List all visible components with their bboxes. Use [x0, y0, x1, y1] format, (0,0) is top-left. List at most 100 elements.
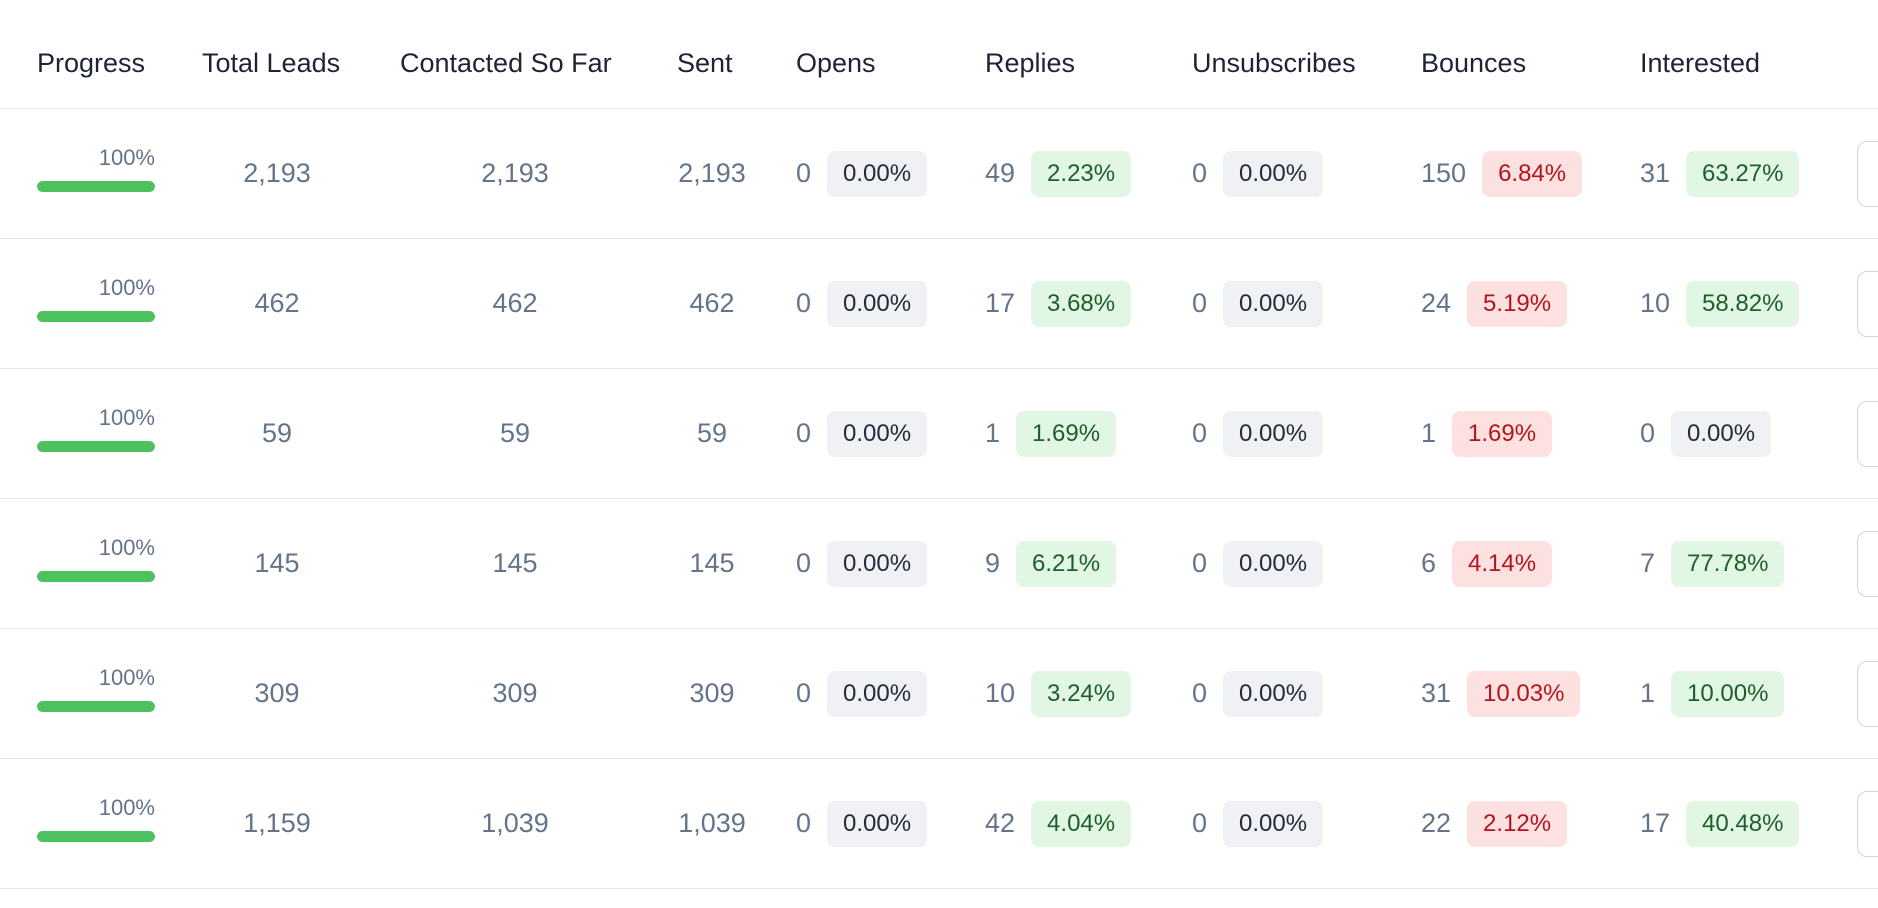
progress-bar-fill [37, 181, 155, 192]
interested-rate-badge: 58.82% [1686, 280, 1800, 327]
row-action-button[interactable] [1857, 141, 1878, 207]
replies-cell: 10 3.24% [985, 629, 1132, 758]
replies-count: 1 [985, 418, 1001, 448]
interested-cell: 17 40.48% [1640, 759, 1800, 888]
progress-bar-fill [37, 311, 155, 322]
progress-track [37, 441, 155, 452]
unsubscribes-count: 0 [1192, 158, 1208, 188]
unsubscribes-cell: 0 0.00% [1192, 239, 1324, 368]
progress-label: 100% [98, 665, 155, 690]
row-action-button[interactable] [1857, 271, 1878, 337]
interested-rate-badge: 0.00% [1671, 410, 1772, 457]
progress-label: 100% [98, 405, 155, 430]
header-progress[interactable]: Progress [37, 48, 146, 78]
campaign-stats-table: Progress Total Leads Contacted So Far Se… [0, 48, 1878, 889]
contacted-value: 59 [499, 418, 531, 448]
interested-count: 0 [1640, 418, 1656, 448]
progress-label: 100% [98, 145, 155, 170]
replies-rate-badge: 3.24% [1031, 670, 1132, 717]
header-sent[interactable]: Sent [677, 48, 733, 78]
bounces-cell: 31 10.03% [1421, 629, 1581, 758]
progress-label: 100% [98, 275, 155, 300]
total-leads-value: 2,193 [243, 158, 311, 188]
progress-bar-fill [37, 441, 155, 452]
sent-value: 2,193 [678, 158, 746, 188]
unsubscribes-cell: 0 0.00% [1192, 629, 1324, 758]
table-row[interactable]: 100% 462 462 462 0 0.00% 17 3.68% 0 0.00% … [0, 239, 1878, 369]
replies-cell: 1 1.69% [985, 369, 1117, 498]
sent-value: 145 [689, 548, 735, 578]
replies-rate-badge: 6.21% [1016, 540, 1117, 587]
opens-count: 0 [796, 288, 812, 318]
replies-rate-badge: 3.68% [1031, 280, 1132, 327]
total-leads-value: 462 [254, 288, 300, 318]
replies-count: 9 [985, 548, 1001, 578]
unsubscribes-rate-badge: 0.00% [1223, 670, 1324, 717]
progress-label: 100% [98, 795, 155, 820]
header-total-leads[interactable]: Total Leads [202, 48, 341, 78]
replies-rate-badge: 1.69% [1016, 410, 1117, 457]
header-opens[interactable]: Opens [796, 48, 876, 78]
table-body: 100% 2,193 2,193 2,193 0 0.00% 49 2.23% 0 … [0, 109, 1878, 889]
replies-count: 42 [985, 808, 1016, 838]
bounces-rate-badge: 4.14% [1452, 540, 1553, 587]
interested-count: 17 [1640, 808, 1671, 838]
bounces-rate-badge: 1.69% [1452, 410, 1553, 457]
table-row[interactable]: 100% 145 145 145 0 0.00% 9 6.21% 0 0.00% 6… [0, 499, 1878, 629]
header-contacted-so-far[interactable]: Contacted So Far [400, 48, 612, 78]
total-leads-value: 309 [254, 678, 300, 708]
opens-count: 0 [796, 678, 812, 708]
header-bounces[interactable]: Bounces [1421, 48, 1527, 78]
unsubscribes-count: 0 [1192, 678, 1208, 708]
table-row[interactable]: 100% 309 309 309 0 0.00% 10 3.24% 0 0.00% … [0, 629, 1878, 759]
row-action-button[interactable] [1857, 401, 1878, 467]
bounces-cell: 24 5.19% [1421, 239, 1568, 368]
progress-track [37, 571, 155, 582]
table-row[interactable]: 100% 2,193 2,193 2,193 0 0.00% 49 2.23% 0 … [0, 109, 1878, 239]
header-replies[interactable]: Replies [985, 48, 1076, 78]
table-row[interactable]: 100% 1,159 1,039 1,039 0 0.00% 42 4.04% 0 … [0, 759, 1878, 889]
row-action-button[interactable] [1857, 531, 1878, 597]
bounces-cell: 6 4.14% [1421, 499, 1553, 628]
bounces-count: 1 [1421, 418, 1437, 448]
unsubscribes-count: 0 [1192, 418, 1208, 448]
interested-count: 7 [1640, 548, 1656, 578]
row-action-button[interactable] [1857, 661, 1878, 727]
opens-rate-badge: 0.00% [827, 540, 928, 587]
header-unsubscribes[interactable]: Unsubscribes [1192, 48, 1356, 78]
progress-track [37, 311, 155, 322]
interested-cell: 7 77.78% [1640, 499, 1785, 628]
unsubscribes-rate-badge: 0.00% [1223, 280, 1324, 327]
opens-rate-badge: 0.00% [827, 280, 928, 327]
unsubscribes-rate-badge: 0.00% [1223, 540, 1324, 587]
replies-cell: 17 3.68% [985, 239, 1132, 368]
contacted-value: 309 [492, 678, 538, 708]
progress-bar-fill [37, 831, 155, 842]
interested-rate-badge: 63.27% [1686, 150, 1800, 197]
progress-indicator: 100% [37, 535, 155, 582]
bounces-count: 22 [1421, 808, 1452, 838]
sent-value: 1,039 [678, 808, 746, 838]
progress-indicator: 100% [37, 275, 155, 322]
header-interested[interactable]: Interested [1640, 48, 1761, 78]
replies-count: 10 [985, 678, 1016, 708]
total-leads-value: 1,159 [243, 808, 311, 838]
bounces-rate-badge: 5.19% [1467, 280, 1568, 327]
interested-rate-badge: 10.00% [1671, 670, 1785, 717]
replies-rate-badge: 4.04% [1031, 800, 1132, 847]
bounces-rate-badge: 2.12% [1467, 800, 1568, 847]
bounces-count: 6 [1421, 548, 1437, 578]
table-row[interactable]: 100% 59 59 59 0 0.00% 1 1.69% 0 0.00% 1 1.… [0, 369, 1878, 499]
opens-cell: 0 0.00% [796, 499, 928, 628]
opens-cell: 0 0.00% [796, 369, 928, 498]
progress-track [37, 181, 155, 192]
opens-cell: 0 0.00% [796, 109, 928, 238]
progress-indicator: 100% [37, 665, 155, 712]
bounces-count: 31 [1421, 678, 1452, 708]
opens-count: 0 [796, 548, 812, 578]
bounces-cell: 1 1.69% [1421, 369, 1553, 498]
unsubscribes-rate-badge: 0.00% [1223, 800, 1324, 847]
contacted-value: 462 [492, 288, 538, 318]
row-action-button[interactable] [1857, 791, 1878, 857]
progress-indicator: 100% [37, 795, 155, 842]
